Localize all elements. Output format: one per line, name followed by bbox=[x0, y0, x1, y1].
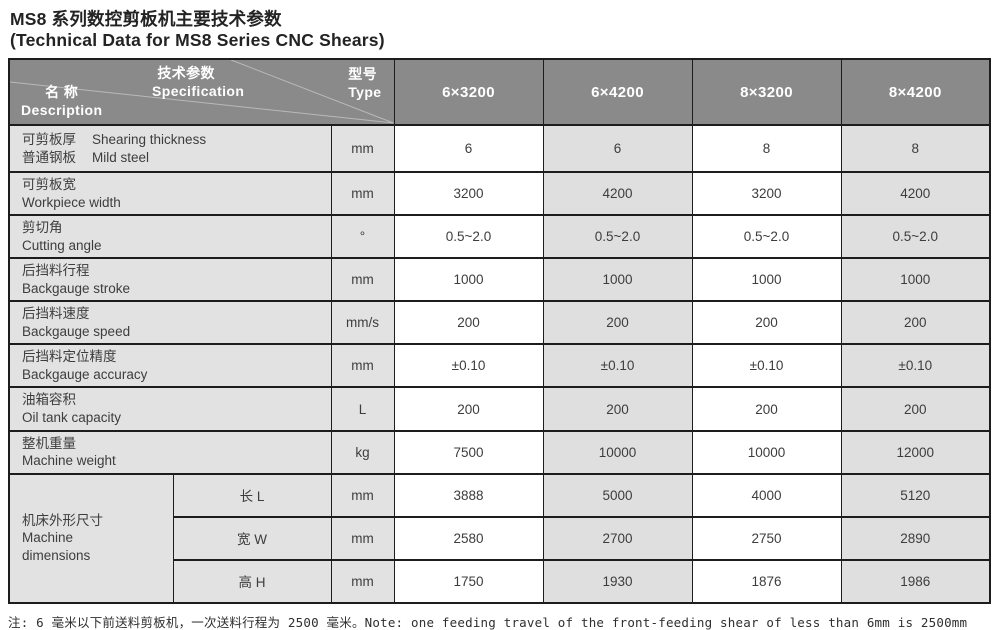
value-cell: 0.5~2.0 bbox=[691, 214, 842, 260]
value-cell: 7500 bbox=[393, 429, 544, 475]
header-diagonal-lines bbox=[10, 60, 394, 124]
table-row: 后挡料行程 Backgauge stroke mm 1000 1000 1000… bbox=[8, 257, 991, 303]
value-cell: 4000 bbox=[691, 472, 842, 518]
spec-name-cell: 剪切角 Cutting angle bbox=[8, 214, 332, 260]
spec-name-cell: 可剪板厚 Shearing thickness 普通钢板 Mild steel bbox=[8, 124, 332, 173]
value-cell: 200 bbox=[393, 300, 544, 346]
value-cell: 1000 bbox=[840, 257, 991, 303]
page-title: MS8 系列数控剪板机主要技术参数 (Technical Data for MS… bbox=[10, 9, 997, 51]
model-header-6x3200: 6×3200 bbox=[393, 58, 544, 126]
unit-cell: mm bbox=[330, 472, 395, 518]
table-row: 油箱容积 Oil tank capacity L 200 200 200 200 bbox=[8, 386, 991, 432]
value-cell: 8 bbox=[840, 124, 991, 173]
value-cell: 200 bbox=[840, 300, 991, 346]
value-cell: 200 bbox=[840, 386, 991, 432]
value-cell: 2890 bbox=[840, 515, 991, 561]
value-cell: ±0.10 bbox=[840, 343, 991, 389]
table-row: 机床外形尺寸 Machine dimensions 长 L mm 3888 50… bbox=[8, 472, 991, 604]
value-cell: 5120 bbox=[840, 472, 991, 518]
value-cell: 2580 bbox=[393, 515, 544, 561]
value-cell: 3200 bbox=[393, 170, 544, 217]
value-cell: 0.5~2.0 bbox=[393, 214, 544, 260]
table-row: 宽 W mm 2580 2700 2750 2890 bbox=[9, 515, 991, 561]
value-cell: 0.5~2.0 bbox=[840, 214, 991, 260]
unit-cell: mm/s bbox=[330, 300, 395, 346]
table-row: 整机重量 Machine weight kg 7500 10000 10000 … bbox=[8, 429, 991, 475]
value-cell: 0.5~2.0 bbox=[542, 214, 693, 260]
unit-cell: mm bbox=[330, 257, 395, 303]
table-row: 可剪板厚 Shearing thickness 普通钢板 Mild steel mm… bbox=[8, 124, 991, 173]
value-cell: 200 bbox=[691, 300, 842, 346]
diagonal-header-cell: 技术参数 Specification 型号 Type 名 称 Descripti… bbox=[8, 58, 395, 126]
value-cell: 10000 bbox=[542, 429, 693, 475]
spec-name-cell: 后挡料速度 Backgauge speed bbox=[8, 300, 332, 346]
value-cell: 1000 bbox=[542, 257, 693, 303]
page-title-zh: MS8 系列数控剪板机主要技术参数 bbox=[10, 9, 282, 29]
value-cell: 1930 bbox=[542, 558, 693, 604]
header-type-label: 型号 Type bbox=[348, 66, 382, 100]
spec-name-cell: 后挡料行程 Backgauge stroke bbox=[8, 257, 332, 303]
value-cell: 1986 bbox=[840, 558, 991, 604]
table-row: 可剪板宽 Workpiece width mm 3200 4200 3200 4… bbox=[8, 170, 991, 217]
unit-cell: L bbox=[330, 386, 395, 432]
value-cell: 6 bbox=[542, 124, 693, 173]
value-cell: 200 bbox=[542, 386, 693, 432]
table-row: 后挡料定位精度 Backgauge accuracy mm ±0.10 ±0.1… bbox=[8, 343, 991, 389]
unit-cell: ° bbox=[330, 214, 395, 260]
value-cell: 2700 bbox=[542, 515, 693, 561]
dimension-label-length: 长 L bbox=[172, 472, 332, 518]
unit-cell: mm bbox=[330, 124, 395, 173]
table-row: 高 H mm 1750 1930 1876 1986 bbox=[9, 558, 991, 604]
value-cell: 4200 bbox=[840, 170, 991, 217]
value-cell: 200 bbox=[393, 386, 544, 432]
header-row: 技术参数 Specification 型号 Type 名 称 Descripti… bbox=[8, 58, 991, 126]
footnote: 注: 6 毫米以下前送料剪板机，一次送料行程为 2500 毫米。Note: on… bbox=[8, 614, 968, 630]
value-cell: 3888 bbox=[393, 472, 544, 518]
value-cell: 1000 bbox=[691, 257, 842, 303]
unit-cell: mm bbox=[330, 343, 395, 389]
unit-cell: kg bbox=[330, 429, 395, 475]
value-cell: ±0.10 bbox=[393, 343, 544, 389]
spec-name-cell: 后挡料定位精度 Backgauge accuracy bbox=[8, 343, 332, 389]
dimension-label-width: 宽 W bbox=[172, 515, 332, 561]
spec-name-cell: 油箱容积 Oil tank capacity bbox=[8, 386, 332, 432]
table-row: 剪切角 Cutting angle ° 0.5~2.0 0.5~2.0 0.5~… bbox=[8, 214, 991, 260]
unit-cell: mm bbox=[330, 558, 395, 604]
value-cell: ±0.10 bbox=[542, 343, 693, 389]
unit-cell: mm bbox=[330, 170, 395, 217]
value-cell: 1000 bbox=[393, 257, 544, 303]
header-description-label: 名 称 Description bbox=[21, 84, 103, 118]
value-cell: 200 bbox=[691, 386, 842, 432]
value-cell: 2750 bbox=[691, 515, 842, 561]
value-cell: 6 bbox=[393, 124, 544, 173]
value-cell: 12000 bbox=[840, 429, 991, 475]
value-cell: 8 bbox=[691, 124, 842, 173]
value-cell: 200 bbox=[542, 300, 693, 346]
table-row: 后挡料速度 Backgauge speed mm/s 200 200 200 2… bbox=[8, 300, 991, 346]
page-title-en: (Technical Data for MS8 Series CNC Shear… bbox=[10, 30, 385, 50]
value-cell: 5000 bbox=[542, 472, 693, 518]
dimensions-name-cell: 机床外形尺寸 Machine dimensions bbox=[8, 472, 174, 604]
value-cell: 1876 bbox=[691, 558, 842, 604]
model-header-8x3200: 8×3200 bbox=[691, 58, 842, 126]
spec-name-cell: 可剪板宽 Workpiece width bbox=[8, 170, 332, 217]
value-cell: 3200 bbox=[691, 170, 842, 217]
header-specification-label: 技术参数 Specification bbox=[152, 65, 245, 99]
value-cell: 4200 bbox=[542, 170, 693, 217]
model-header-8x4200: 8×4200 bbox=[840, 58, 991, 126]
model-header-6x4200: 6×4200 bbox=[542, 58, 693, 126]
value-cell: 10000 bbox=[691, 429, 842, 475]
dimension-label-height: 高 H bbox=[172, 558, 332, 604]
unit-cell: mm bbox=[330, 515, 395, 561]
value-cell: 1750 bbox=[393, 558, 544, 604]
value-cell: ±0.10 bbox=[691, 343, 842, 389]
spec-table: 技术参数 Specification 型号 Type 名 称 Descripti… bbox=[8, 58, 991, 604]
spec-name-cell: 整机重量 Machine weight bbox=[8, 429, 332, 475]
